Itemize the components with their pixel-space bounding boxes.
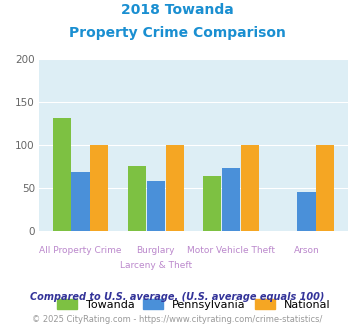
- Text: 2018 Towanda: 2018 Towanda: [121, 3, 234, 17]
- Bar: [222, 168, 240, 231]
- Legend: Towanda, Pennsylvania, National: Towanda, Pennsylvania, National: [55, 297, 332, 312]
- Bar: [297, 191, 316, 231]
- Bar: [71, 172, 89, 231]
- Text: © 2025 CityRating.com - https://www.cityrating.com/crime-statistics/: © 2025 CityRating.com - https://www.city…: [32, 315, 323, 324]
- Bar: [53, 118, 71, 231]
- Bar: [241, 145, 259, 231]
- Text: Property Crime Comparison: Property Crime Comparison: [69, 26, 286, 40]
- Text: Larceny & Theft: Larceny & Theft: [120, 261, 192, 270]
- Bar: [316, 145, 334, 231]
- Text: Arson: Arson: [294, 246, 320, 255]
- Bar: [147, 181, 165, 231]
- Bar: [203, 176, 222, 231]
- Text: Motor Vehicle Theft: Motor Vehicle Theft: [187, 246, 275, 255]
- Bar: [90, 145, 108, 231]
- Text: Compared to U.S. average. (U.S. average equals 100): Compared to U.S. average. (U.S. average …: [30, 292, 325, 302]
- Bar: [128, 166, 146, 231]
- Text: All Property Crime: All Property Crime: [39, 246, 122, 255]
- Bar: [165, 145, 184, 231]
- Text: Burglary: Burglary: [137, 246, 175, 255]
